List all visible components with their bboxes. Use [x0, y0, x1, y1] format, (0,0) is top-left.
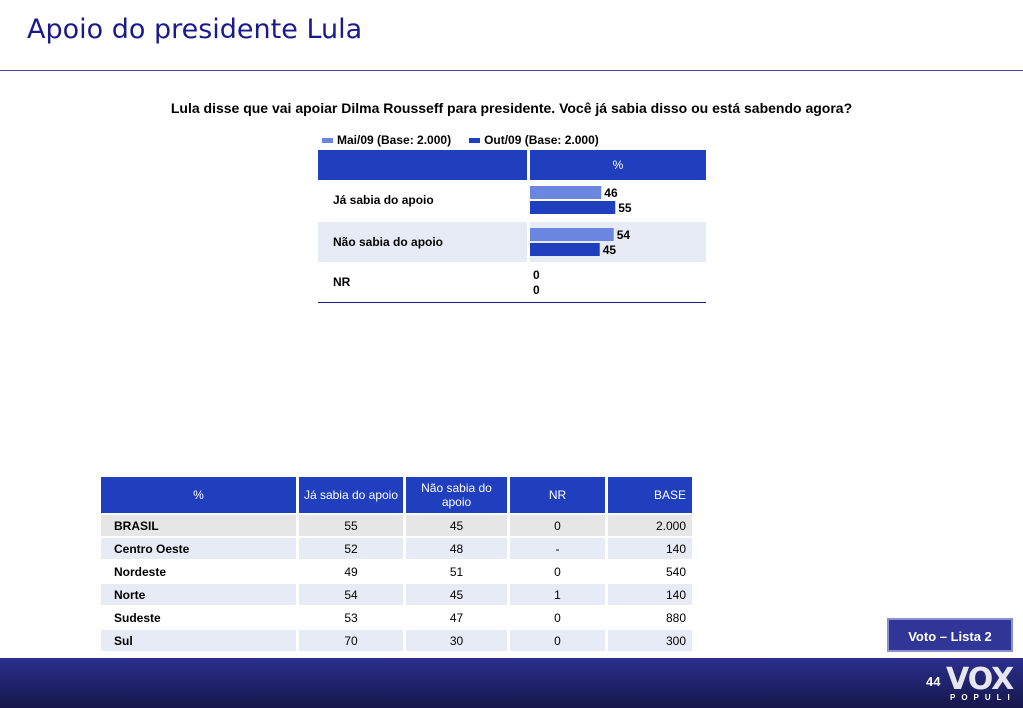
legend-swatch-out09	[469, 137, 481, 143]
table-header-base: BASE	[608, 477, 695, 515]
table-cell: 55	[299, 515, 406, 538]
table-cell: 1	[510, 584, 608, 607]
table-cell: 48	[406, 538, 510, 561]
table-cell-base: 2.000	[608, 515, 695, 538]
table-cell: 53	[299, 607, 406, 630]
legend-swatch-mai09	[322, 137, 333, 143]
table-cell: 54	[299, 584, 406, 607]
table-cell-region: Norte	[101, 584, 299, 607]
logo-sub-text: POPULI	[950, 693, 1016, 702]
table-row: BRASIL 55 45 0 2.000	[101, 515, 695, 538]
page-number: 44	[926, 674, 941, 689]
table-row: Sul 70 30 0 300	[101, 630, 695, 653]
table-header-nao-sabia: Não sabia do apoio	[406, 477, 510, 515]
table-cell-base: 140	[608, 538, 695, 561]
table-header-row: % Já sabia do apoio Não sabia do apoio N…	[101, 477, 695, 515]
table-cell-base: 140	[608, 584, 695, 607]
legend-label-out09: Out/09 (Base: 2.000)	[484, 133, 599, 147]
table-header-nr: NR	[510, 477, 608, 515]
legend-label-mai09: Mai/09 (Base: 2.000)	[337, 133, 452, 147]
table-cell-base: 540	[608, 561, 695, 584]
table-cell-region: Sudeste	[101, 607, 299, 630]
bar-value-label: 54	[617, 228, 631, 242]
bar-out09-0	[530, 201, 616, 214]
table-cell: 47	[406, 607, 510, 630]
table-cell: 45	[406, 515, 510, 538]
table-cell-base: 880	[608, 607, 695, 630]
title-divider	[0, 70, 1023, 71]
bar-mai09-0	[530, 186, 602, 199]
page-title: Apoio do presidente Lula	[27, 14, 363, 45]
chart-header-percent: %	[530, 150, 706, 180]
table-header-ja-sabia: Já sabia do apoio	[299, 477, 406, 515]
bar-value-label: 55	[618, 201, 632, 215]
breakdown-table: % Já sabia do apoio Não sabia do apoio N…	[101, 477, 695, 653]
chart-header-left	[318, 150, 527, 180]
table-row: Centro Oeste 52 48 - 140	[101, 538, 695, 561]
table-cell: 49	[299, 561, 406, 584]
table-cell: 70	[299, 630, 406, 653]
table-cell-base: 300	[608, 630, 695, 653]
footer-bar	[0, 658, 1023, 708]
table-cell: 0	[510, 561, 608, 584]
legend-item-out09: Out/09 (Base: 2.000)	[469, 133, 599, 147]
table-cell: 52	[299, 538, 406, 561]
table-cell-region: Nordeste	[101, 561, 299, 584]
table-cell: 30	[406, 630, 510, 653]
table-cell-region: Centro Oeste	[101, 538, 299, 561]
chart-category-label: Não sabia do apoio	[333, 235, 444, 249]
chart-header: %	[318, 150, 706, 180]
logo-main-text: VOX	[946, 662, 1014, 697]
vox-populi-logo: VOX POPULI	[946, 662, 1018, 704]
table-cell: 45	[406, 584, 510, 607]
chart-row-divider	[527, 180, 530, 220]
chart-category-label: Já sabia do apoio	[333, 193, 434, 207]
table-header-percent: %	[101, 477, 299, 515]
chart-row-divider	[527, 222, 530, 262]
survey-question: Lula disse que vai apoiar Dilma Rousseff…	[170, 100, 853, 116]
chart-row-ja-sabia: Já sabia do apoio	[318, 180, 706, 220]
table-row: Nordeste 49 51 0 540	[101, 561, 695, 584]
table-cell: 0	[510, 630, 608, 653]
bar-value-label: 0	[533, 268, 540, 282]
legend-item-mai09: Mai/09 (Base: 2.000)	[322, 133, 451, 147]
bar-out09-1	[530, 243, 600, 256]
table-row: Norte 54 45 1 140	[101, 584, 695, 607]
chart-legend: Mai/09 (Base: 2.000) Out/09 (Base: 2.000…	[322, 133, 599, 147]
chart-row-divider	[527, 262, 530, 302]
voto-lista-button[interactable]: Voto – Lista 2	[887, 618, 1013, 652]
chart-category-label: NR	[333, 275, 351, 289]
bar-value-label: 45	[603, 243, 617, 257]
bar-mai09-1	[530, 228, 614, 241]
bar-value-label: 0	[533, 283, 540, 297]
table-cell-region: Sul	[101, 630, 299, 653]
chart-row-nao-sabia: Não sabia do apoio	[318, 222, 706, 262]
table-cell: 0	[510, 515, 608, 538]
table-cell-region: BRASIL	[101, 515, 299, 538]
chart-bottom-rule	[318, 302, 706, 303]
table-row: Sudeste 53 47 0 880	[101, 607, 695, 630]
bar-value-label: 46	[604, 186, 618, 200]
table-cell: 0	[510, 607, 608, 630]
chart-row-nr: NR	[318, 262, 706, 302]
table-cell: 51	[406, 561, 510, 584]
table-cell: -	[510, 538, 608, 561]
